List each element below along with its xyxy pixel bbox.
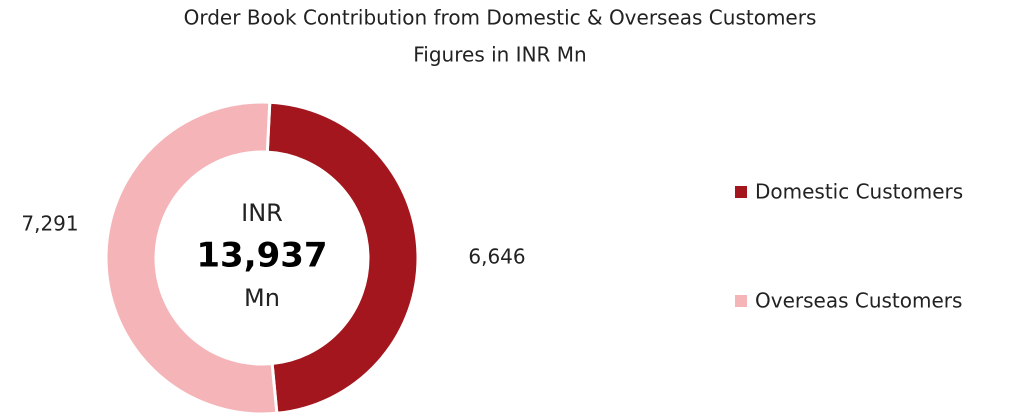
center-text: Mn (244, 284, 280, 312)
data-label: 6,646 (468, 245, 525, 269)
legend-label: Overseas Customers (755, 289, 962, 313)
legend-swatch (735, 186, 747, 198)
legend-label: Domestic Customers (755, 180, 963, 204)
legend-swatch (735, 295, 747, 307)
data-label: 7,291 (21, 212, 78, 236)
center-total: 13,937 (196, 236, 327, 276)
chart-title: Order Book Contribution from Domestic & … (184, 6, 817, 30)
donut-slice (104, 100, 279, 413)
center-text: INR (241, 199, 283, 227)
donut-slice (265, 100, 420, 413)
chart-subtitle: Figures in INR Mn (413, 43, 586, 67)
